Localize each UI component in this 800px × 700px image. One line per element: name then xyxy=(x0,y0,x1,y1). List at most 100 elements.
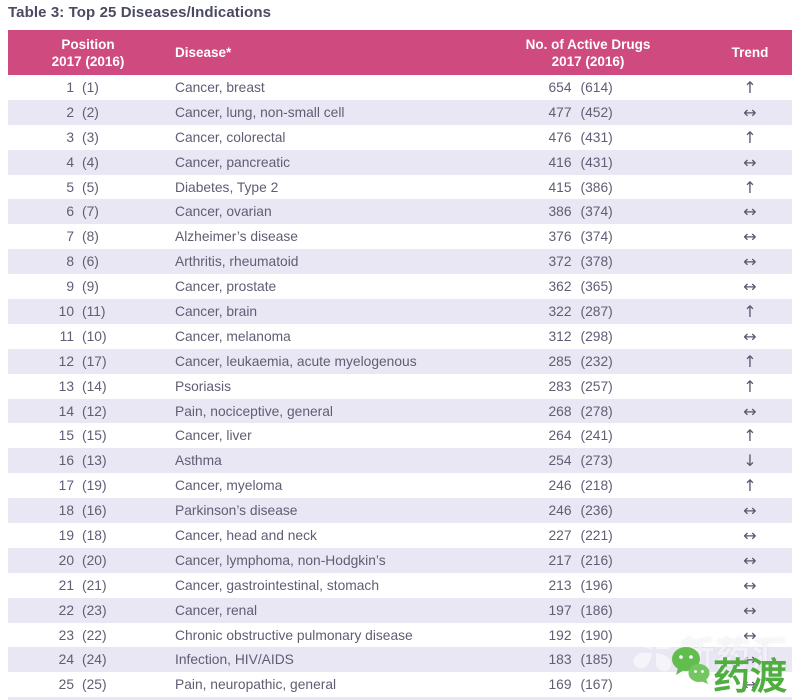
trend-cell: ↑ xyxy=(708,476,792,495)
trend-cell: ↔ xyxy=(708,526,792,545)
position-cell: 10 (11) xyxy=(8,304,168,319)
position-previous: (19) xyxy=(82,478,107,494)
trend-steady-icon: ↔ xyxy=(743,277,757,297)
table-row: 4 (4) Cancer, pancreatic 416 (431) ↔ xyxy=(8,149,792,175)
disease-name: Psoriasis xyxy=(175,378,231,394)
drugs-cell: 416 (431) xyxy=(468,155,708,170)
trend-cell: ↔ xyxy=(708,252,792,271)
drugs-cell: 283 (257) xyxy=(468,379,708,394)
position-cell: 17 (19) xyxy=(8,478,168,493)
drugs-previous: (232) xyxy=(580,353,613,369)
trend-steady-icon: ↔ xyxy=(743,401,757,421)
position-current: 18 xyxy=(58,503,74,519)
table-row: 25 (25) Pain, neuropathic, general 169 (… xyxy=(8,672,792,698)
position-previous: (11) xyxy=(82,303,106,319)
drugs-previous: (298) xyxy=(580,328,613,344)
position-current: 5 xyxy=(66,179,74,195)
position-current: 22 xyxy=(58,602,74,618)
position-current: 2 xyxy=(66,104,74,120)
position-previous: (17) xyxy=(82,353,107,369)
trend-steady-icon: ↔ xyxy=(743,600,757,620)
position-cell: 3 (3) xyxy=(8,130,168,145)
position-cell: 15 (15) xyxy=(8,428,168,443)
drugs-previous: (216) xyxy=(580,552,613,568)
table-row: 10 (11) Cancer, brain 322 (287) ↑ xyxy=(8,299,792,324)
drugs-cell: 376 (374) xyxy=(468,229,708,244)
position-cell: 5 (5) xyxy=(8,180,168,195)
position-cell: 22 (23) xyxy=(8,603,168,618)
disease-name: Asthma xyxy=(175,453,222,469)
position-current: 11 xyxy=(59,328,74,344)
trend-steady-icon: ↔ xyxy=(743,675,757,695)
drugs-cell: 169 (167) xyxy=(468,677,708,692)
drugs-current: 362 xyxy=(548,279,572,295)
drugs-previous: (236) xyxy=(580,503,613,519)
column-header-active-drugs-line1: No. of Active Drugs xyxy=(525,36,651,52)
drugs-cell: 183 (185) xyxy=(468,652,708,667)
table-row: 2 (2) Cancer, lung, non-small cell 477 (… xyxy=(8,99,792,125)
position-current: 7 xyxy=(66,229,74,245)
drugs-current: 477 xyxy=(548,104,572,120)
table-row: 12 (17) Cancer, leukaemia, acute myeloge… xyxy=(8,348,792,374)
trend-up-icon: ↑ xyxy=(743,351,757,371)
disease-name: Cancer, lung, non-small cell xyxy=(175,104,345,120)
trend-steady-icon: ↔ xyxy=(743,326,757,346)
table-row: 15 (15) Cancer, liver 264 (241) ↑ xyxy=(8,423,792,449)
position-previous: (16) xyxy=(82,503,107,519)
drugs-current: 264 xyxy=(548,428,572,444)
position-current: 16 xyxy=(58,453,74,469)
column-header-active-drugs-line2: 2017 (2016) xyxy=(551,53,625,69)
trend-cell: ↔ xyxy=(708,103,792,122)
position-cell: 16 (13) xyxy=(8,453,168,468)
disease-name: Cancer, lymphoma, non-Hodgkin’s xyxy=(175,552,386,568)
drugs-cell: 476 (431) xyxy=(468,130,708,145)
table-row: 17 (19) Cancer, myeloma 246 (218) ↑ xyxy=(8,473,792,499)
drugs-cell: 654 (614) xyxy=(468,80,708,95)
trend-up-icon: ↑ xyxy=(743,177,757,197)
drugs-current: 285 xyxy=(548,353,572,369)
position-current: 15 xyxy=(58,428,74,444)
disease-name: Alzheimer’s disease xyxy=(175,229,298,245)
trend-up-icon: ↑ xyxy=(743,376,757,396)
drugs-current: 372 xyxy=(548,254,572,270)
disease-name: Cancer, prostate xyxy=(175,279,277,295)
drugs-current: 416 xyxy=(548,154,572,170)
drugs-current: 213 xyxy=(548,577,572,593)
trend-cell: ↔ xyxy=(708,327,792,346)
drugs-cell: 217 (216) xyxy=(468,553,708,568)
drugs-cell: 268 (278) xyxy=(468,404,708,419)
position-previous: (7) xyxy=(82,204,99,220)
drugs-cell: 192 (190) xyxy=(468,628,708,643)
table-row: 3 (3) Cancer, colorectal 476 (431) ↑ xyxy=(8,124,792,150)
drugs-current: 217 xyxy=(548,552,572,568)
drugs-previous: (431) xyxy=(580,129,613,145)
drugs-previous: (221) xyxy=(580,527,613,543)
trend-cell: ↑ xyxy=(708,426,792,445)
disease-name: Arthritis, rheumatoid xyxy=(175,254,299,270)
disease-name: Chronic obstructive pulmonary disease xyxy=(175,627,413,643)
position-cell: 1 (1) xyxy=(8,80,168,95)
position-cell: 14 (12) xyxy=(8,404,168,419)
trend-up-icon: ↑ xyxy=(743,301,757,321)
drugs-previous: (190) xyxy=(580,627,613,643)
column-header-position: Position 2017 (2016) xyxy=(8,36,168,70)
drugs-previous: (167) xyxy=(580,677,613,693)
disease-name: Cancer, head and neck xyxy=(175,527,317,543)
position-previous: (23) xyxy=(82,602,107,618)
drugs-cell: 285 (232) xyxy=(468,354,708,369)
trend-steady-icon: ↔ xyxy=(743,650,757,670)
table-row: 23 (22) Chronic obstructive pulmonary di… xyxy=(8,622,792,648)
trend-cell: ↔ xyxy=(708,153,792,172)
trend-up-icon: ↑ xyxy=(743,476,757,496)
drugs-previous: (378) xyxy=(580,254,613,270)
drugs-previous: (614) xyxy=(580,79,613,95)
trend-cell: ↑ xyxy=(708,352,792,371)
trend-cell: ↔ xyxy=(708,402,792,421)
table-row: 24 (24) Infection, HIV/AIDS 183 (185) ↔ xyxy=(8,647,792,673)
position-current: 23 xyxy=(58,627,74,643)
trend-cell: ↓ xyxy=(708,451,792,470)
disease-name: Infection, HIV/AIDS xyxy=(175,652,294,668)
table-row: 21 (21) Cancer, gastrointestinal, stomac… xyxy=(8,572,792,598)
disease-name: Cancer, pancreatic xyxy=(175,154,291,170)
position-previous: (3) xyxy=(82,129,99,145)
